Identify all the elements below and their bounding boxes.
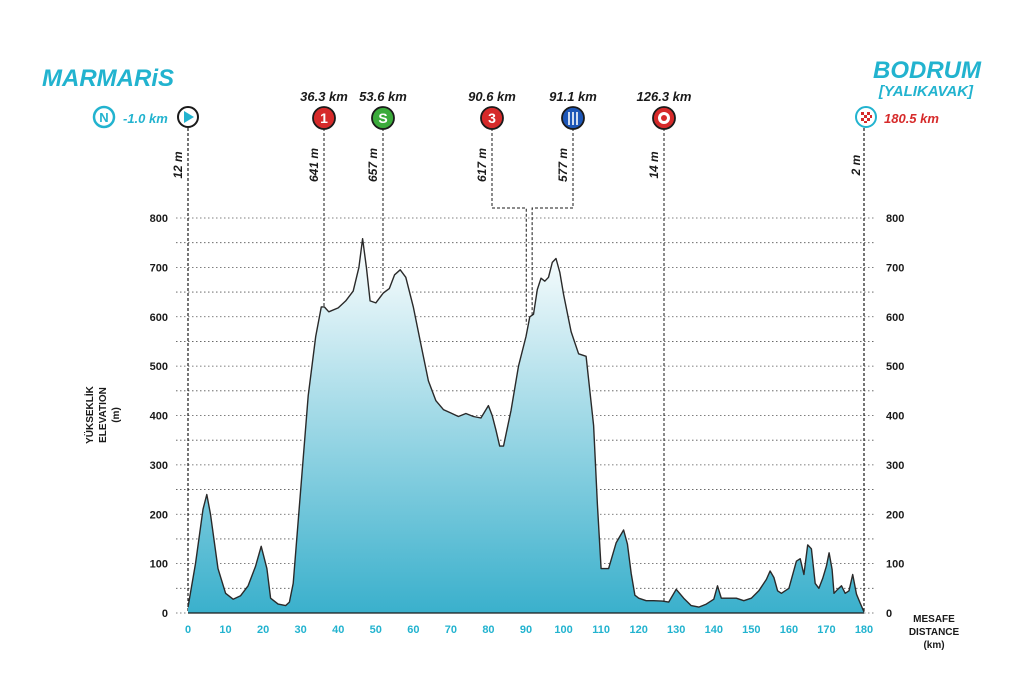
x-tick: 140 — [705, 624, 723, 636]
y-ticks-right: 0 100 200 300 400 500 600 700 800 — [886, 213, 904, 620]
x-tick: 80 — [482, 624, 494, 636]
x-tick: 160 — [780, 624, 798, 636]
x-ticks: 0 10 20 30 40 50 60 70 80 90 100 110 120 130 140 150 160… — [185, 624, 873, 636]
x-axis-title-line-2: DISTANCE — [909, 627, 960, 638]
finish-km-label: 180.5 km — [884, 111, 939, 126]
marker-line — [531, 128, 574, 317]
x-tick: 180 — [855, 624, 873, 636]
x-tick: 120 — [629, 624, 647, 636]
y-tick-left: 100 — [150, 559, 168, 571]
start-city: MARMARiS — [42, 65, 174, 92]
route-point-alt-label: 577 m — [556, 148, 570, 182]
route-point-km-label: 126.3 km — [637, 89, 692, 104]
x-tick: 10 — [219, 624, 231, 636]
start-letter: N — [99, 110, 108, 125]
y-tick-left: 300 — [150, 460, 168, 472]
finish-sub: [YALIKAVAK] — [878, 83, 974, 100]
gear-hub — [661, 115, 667, 121]
elevation-fill — [188, 238, 864, 613]
y-tick-right: 700 — [886, 262, 904, 274]
route-point-symbol: 3 — [488, 110, 496, 126]
elevation-line — [187, 238, 865, 613]
x-tick: 50 — [370, 624, 382, 636]
y-tick-right: 400 — [886, 411, 904, 423]
x-tick: 40 — [332, 624, 344, 636]
route-point-km-label: 53.6 km — [359, 89, 407, 104]
x-tick: 20 — [257, 624, 269, 636]
x-tick: 70 — [445, 624, 457, 636]
y-tick-left: 600 — [150, 312, 168, 324]
y-tick-right: 800 — [886, 213, 904, 225]
climb-category-icon — [480, 106, 504, 130]
route-point-alt-label: 657 m — [366, 148, 380, 182]
x-axis-title: MESAFE DISTANCE (km) — [909, 614, 960, 651]
grid-lines — [176, 128, 876, 614]
start-marker: N — [92, 105, 116, 129]
y-tick-left: 200 — [150, 509, 168, 521]
climb-category-icon — [312, 106, 336, 130]
x-tick: 130 — [667, 624, 685, 636]
y-tick-right: 500 — [886, 361, 904, 373]
start-letter-icon — [92, 105, 116, 129]
x-tick: 60 — [407, 624, 419, 636]
x-tick: 90 — [520, 624, 532, 636]
y-tick-right: 600 — [886, 312, 904, 324]
y-tick-right: 200 — [886, 509, 904, 521]
y-tick-right: 0 — [886, 608, 892, 620]
finish-flag-icon — [855, 106, 877, 128]
route-point-km-label: 90.6 km — [468, 89, 516, 104]
finish-alt-label: 2 m — [849, 154, 863, 176]
finish-city: BODRUM — [873, 57, 982, 84]
y-tick-left: 0 — [162, 608, 168, 620]
y-axis-title: YÜKSEKLİK ELEVATION (m) — [83, 385, 122, 444]
route-point-symbol: 1 — [320, 110, 328, 126]
y-tick-left: 700 — [150, 262, 168, 274]
route-point-alt-label: 14 m — [647, 151, 661, 179]
y-tick-right: 100 — [886, 559, 904, 571]
x-tick: 170 — [817, 624, 835, 636]
marker-line — [491, 128, 527, 325]
y-tick-left: 800 — [150, 213, 168, 225]
y-tick-right: 300 — [886, 460, 904, 472]
start-play-icon — [177, 106, 199, 128]
x-tick: 30 — [295, 624, 307, 636]
route-point-symbol: S — [378, 110, 387, 126]
x-tick: 150 — [742, 624, 760, 636]
route-point-climb: 36.3 km 1 641 m — [300, 89, 348, 182]
x-tick: 0 — [185, 624, 191, 636]
route-point-climb: 90.6 km 3 617 m — [468, 89, 516, 182]
y-tick-left: 500 — [150, 361, 168, 373]
route-point-km-label: 36.3 km — [300, 89, 348, 104]
y-tick-left: 400 — [150, 411, 168, 423]
y-axis-title-line-3: (m) — [111, 407, 122, 423]
marker-lines — [323, 128, 665, 602]
x-tick: 110 — [592, 624, 610, 636]
route-point-alt-label: 617 m — [475, 148, 489, 182]
y-ticks-left: 0 100 200 300 400 500 600 700 800 — [150, 213, 168, 620]
route-point-feed: 91.1 km 577 m — [549, 89, 597, 182]
x-axis-title-line-3: (km) — [923, 640, 944, 651]
route-point-alt-label: 641 m — [307, 148, 321, 182]
sprint-icon — [371, 106, 395, 130]
x-tick: 100 — [554, 624, 572, 636]
y-axis-title-line-1: YÜKSEKLİK — [83, 385, 96, 444]
elevation-area — [187, 238, 865, 614]
start-km-label: -1.0 km — [123, 111, 168, 126]
route-point-sprint: 53.6 km S 657 m — [359, 89, 407, 182]
start-alt-label: 12 m — [171, 151, 185, 179]
x-axis-title-line-1: MESAFE — [913, 614, 955, 625]
route-point-technical: 126.3 km 14 m — [637, 89, 692, 179]
y-axis-title-line-2: ELEVATION — [98, 387, 109, 443]
route-point-km-label: 91.1 km — [549, 89, 597, 104]
